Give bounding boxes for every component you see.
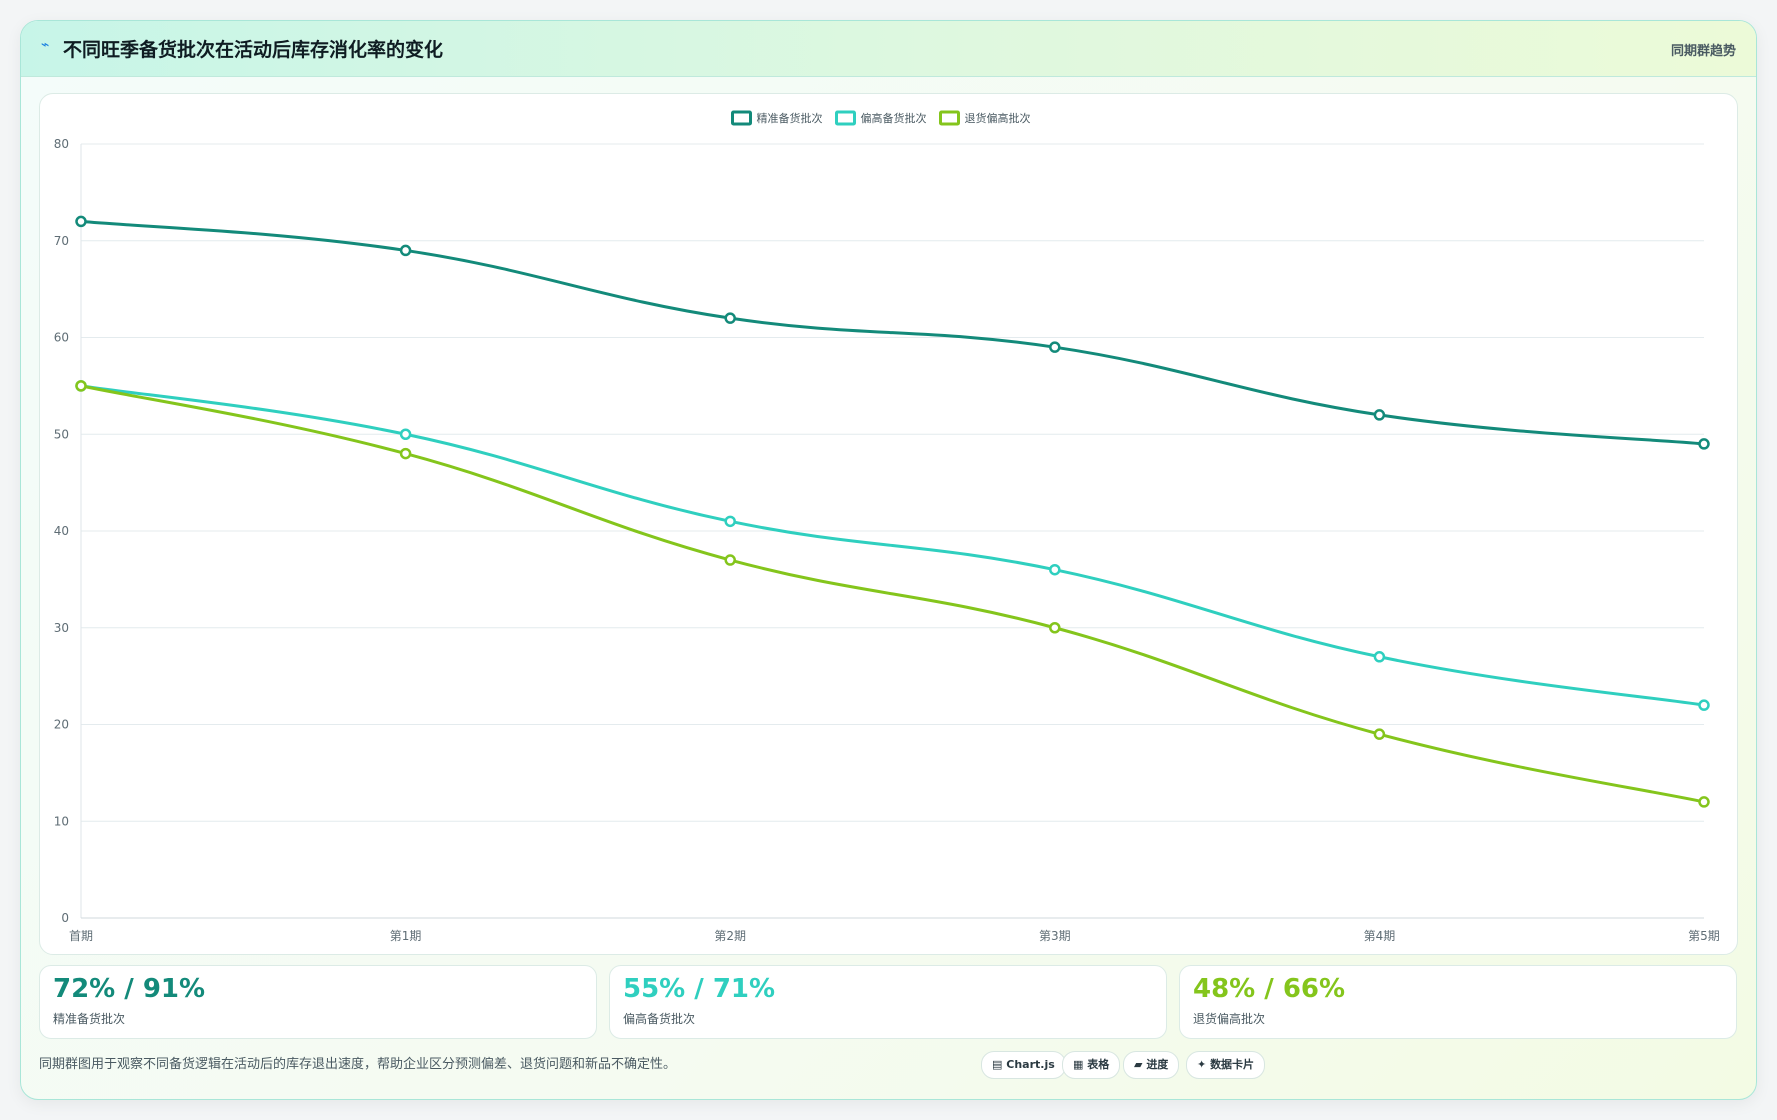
series-line-1 — [79, 384, 1706, 707]
stat-label: 退货偏高批次 — [1193, 1012, 1266, 1026]
header-tag: 同期群趋势 — [1670, 44, 1736, 59]
chart-panel: 0 10 20 30 40 50 60 70 80 首期 第1期 第2期 第3期 第4期 第5期 精准备货批次… — [39, 93, 1738, 955]
legend-swatch — [731, 110, 752, 126]
y-tick-label: 40 — [54, 524, 69, 538]
y-tick-label: 10 — [54, 814, 69, 828]
pill-progress[interactable]: ▰ 进度 — [1123, 1051, 1180, 1079]
legend-swatch — [835, 110, 856, 126]
stat-card-return: 48% / 66% 退货偏高批次 — [1179, 965, 1737, 1039]
sparkle-icon: ✦ — [1197, 1058, 1207, 1071]
series-line-2 — [79, 384, 1706, 804]
legend-label: 偏高备货批次 — [861, 111, 927, 125]
data-point — [1698, 796, 1710, 808]
data-point — [1049, 622, 1061, 634]
data-point — [1373, 409, 1386, 421]
pill-table[interactable]: ▦ 表格 — [1062, 1051, 1121, 1079]
legend-label: 精准备货批次 — [757, 111, 823, 125]
data-point — [724, 312, 736, 324]
pill-label: 进度 — [1146, 1058, 1169, 1071]
data-point — [399, 447, 412, 460]
y-tick-label: 70 — [54, 234, 69, 248]
y-tick-label: 60 — [54, 331, 69, 345]
card-header: ⌁ 不同旺季备货批次在活动后库存消化率的变化 同期群趋势 — [21, 21, 1756, 77]
data-point — [1049, 563, 1061, 576]
data-point — [75, 215, 87, 228]
series-line-0 — [79, 219, 1706, 446]
footer-note: 同期群图用于观察不同备货逻辑在活动后的库存退出速度，帮助企业区分预测偏差、退货问… — [39, 1057, 677, 1072]
data-point — [1049, 341, 1061, 353]
stat-label: 偏高备货批次 — [623, 1012, 696, 1026]
y-tick-label: 80 — [54, 137, 69, 151]
stat-label: 精准备货批次 — [53, 1012, 126, 1026]
data-point — [1698, 438, 1710, 450]
x-tick-label: 第5期 — [1688, 929, 1720, 943]
stat-card-precise: 72% / 91% 精准备货批次 — [39, 965, 597, 1039]
legend-label: 退货偏高批次 — [965, 111, 1031, 125]
stat-value: 48% / 66% — [1193, 974, 1346, 1004]
data-point — [1698, 699, 1710, 711]
pill-label: 表格 — [1087, 1058, 1110, 1071]
x-tick-label: 第2期 — [714, 929, 746, 943]
data-point — [724, 554, 736, 566]
pill-label: 数据卡片 — [1210, 1058, 1255, 1071]
pill-label: Chart.js — [1006, 1058, 1055, 1071]
y-tick-label: 50 — [54, 427, 69, 441]
pill-chartjs[interactable]: ▤ Chart.js — [981, 1051, 1066, 1079]
legend-swatch — [939, 110, 960, 126]
stat-value: 72% / 91% — [53, 974, 206, 1004]
data-point — [724, 515, 736, 528]
chart-card: ⌁ 不同旺季备货批次在活动后库存消化率的变化 同期群趋势 0 10 20 30 40 50… — [20, 20, 1757, 1100]
page-title: 不同旺季备货批次在活动后库存消化率的变化 — [63, 39, 444, 61]
chart-icon: ▤ — [992, 1058, 1003, 1071]
progress-icon: ▰ — [1134, 1058, 1143, 1071]
x-tick-label: 第1期 — [390, 929, 422, 943]
data-point — [399, 428, 412, 440]
data-point — [1373, 728, 1386, 740]
y-tick-label: 30 — [54, 621, 69, 635]
stat-value: 55% / 71% — [623, 974, 776, 1004]
trend-line-icon: ⌁ — [41, 37, 50, 53]
x-tick-label: 第3期 — [1039, 929, 1071, 943]
x-tick-label: 第4期 — [1364, 929, 1396, 943]
pill-datacard[interactable]: ✦ 数据卡片 — [1186, 1051, 1266, 1079]
data-point — [1373, 651, 1386, 663]
x-tick-label: 首期 — [69, 929, 93, 943]
line-chart: 0 10 20 30 40 50 60 70 80 首期 第1期 第2期 第3期 第4期 第5期 精准备货批次… — [54, 110, 1720, 943]
data-point — [75, 380, 87, 392]
y-tick-label: 0 — [61, 911, 69, 925]
stat-card-high: 55% / 71% 偏高备货批次 — [609, 965, 1167, 1039]
table-icon: ▦ — [1073, 1058, 1084, 1071]
y-tick-label: 20 — [54, 718, 69, 732]
data-point — [399, 244, 412, 257]
